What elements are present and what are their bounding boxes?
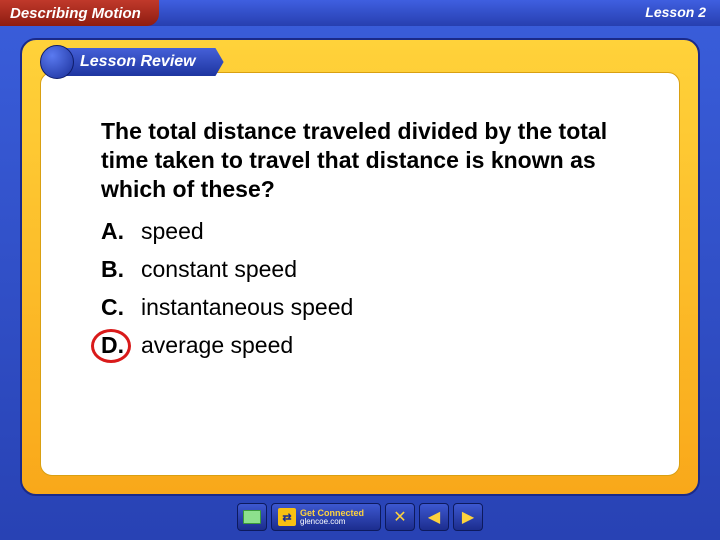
option-b[interactable]: B. constant speed <box>101 251 629 289</box>
next-button[interactable]: ▶ <box>453 503 483 531</box>
option-text: constant speed <box>141 251 629 289</box>
option-text: average speed <box>141 327 629 365</box>
prev-button[interactable]: ◀ <box>419 503 449 531</box>
slides-icon <box>243 510 261 524</box>
connect-url: glencoe.com <box>300 518 364 526</box>
connect-text: Get Connected glencoe.com <box>300 509 364 526</box>
chapter-title-tab: Describing Motion <box>0 0 159 26</box>
ribbon-circle-icon <box>40 45 74 79</box>
get-connected-button[interactable]: ⇄ Get Connected glencoe.com <box>271 503 381 531</box>
slides-button[interactable] <box>237 503 267 531</box>
chevron-left-icon: ◀ <box>428 507 440 527</box>
ribbon-label: Lesson Review <box>60 48 224 76</box>
option-label: C. <box>101 289 141 327</box>
option-text: speed <box>141 213 629 251</box>
chapter-title: Describing Motion <box>10 5 141 22</box>
option-d[interactable]: D. average speed <box>101 327 629 365</box>
bottom-nav: ⇄ Get Connected glencoe.com ✕ ◀ ▶ <box>0 500 720 534</box>
slide-frame: Describing Motion Lesson 2 The total dis… <box>0 0 720 540</box>
option-a[interactable]: A. speed <box>101 213 629 251</box>
close-icon: ✕ <box>393 507 406 527</box>
option-label: B. <box>101 251 141 289</box>
top-bar: Describing Motion Lesson 2 <box>0 0 720 26</box>
option-label: A. <box>101 213 141 251</box>
lesson-review-ribbon: Lesson Review <box>40 46 224 78</box>
option-text: instantaneous speed <box>141 289 629 327</box>
content-frame: The total distance traveled divided by t… <box>20 38 700 496</box>
options-list: A. speed B. constant speed C. instantane… <box>101 213 629 365</box>
option-c[interactable]: C. instantaneous speed <box>101 289 629 327</box>
chevron-right-icon: ▶ <box>462 507 474 527</box>
lesson-number-label: Lesson 2 <box>645 4 706 20</box>
connect-icon: ⇄ <box>278 508 296 526</box>
content-panel: The total distance traveled divided by t… <box>40 72 680 476</box>
close-button[interactable]: ✕ <box>385 503 415 531</box>
question-text: The total distance traveled divided by t… <box>101 117 629 203</box>
option-label: D. <box>101 327 141 365</box>
